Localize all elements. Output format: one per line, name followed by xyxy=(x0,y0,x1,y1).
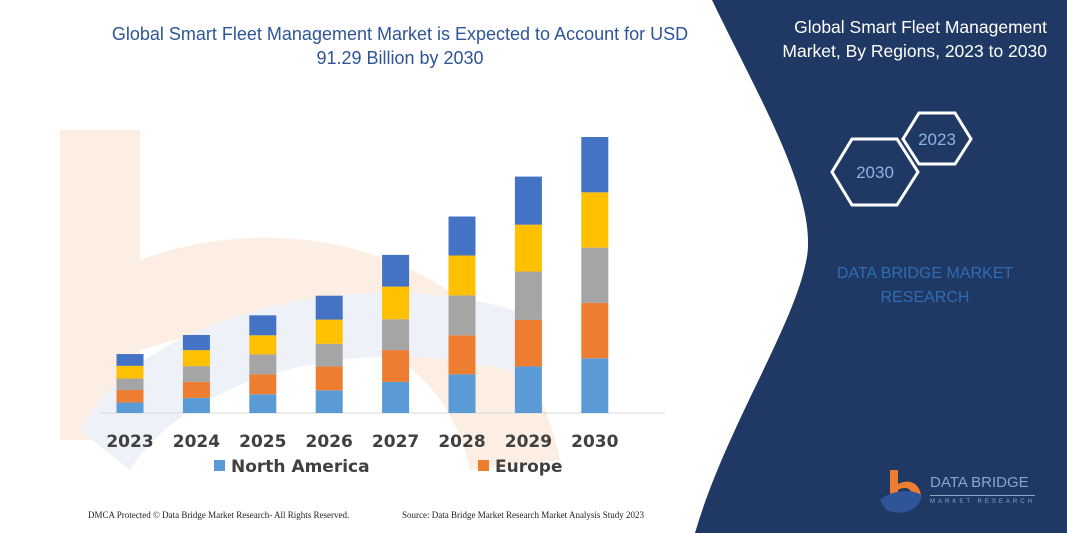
bar-segment-2029-series-3 xyxy=(514,271,542,320)
hexagon-2030-label: 2030 xyxy=(856,163,894,182)
bar-segment-2028-series-3 xyxy=(448,295,476,336)
x-tick-2026: 2026 xyxy=(306,432,353,452)
panel-background xyxy=(695,0,1067,533)
bar-segment-2027-series-3 xyxy=(382,319,410,351)
bar-segment-2024-series-5 xyxy=(182,335,210,351)
legend-swatch-europe xyxy=(478,460,489,471)
legend-label-north-america: North America xyxy=(231,457,370,477)
x-tick-2028: 2028 xyxy=(438,432,485,452)
bar-segment-2029-series-4 xyxy=(514,224,542,272)
bar-segment-2028-series-4 xyxy=(448,255,476,296)
x-tick-2023: 2023 xyxy=(106,432,153,452)
x-tick-2029: 2029 xyxy=(505,432,552,452)
legend-swatch-north-america xyxy=(214,460,225,471)
bar-segment-2030-series-4 xyxy=(581,192,609,248)
bar-segment-2030-series-1 xyxy=(581,358,609,413)
footer-source: Source: Data Bridge Market Research Mark… xyxy=(402,510,644,520)
bar-segment-2026-series-5 xyxy=(315,295,343,320)
footer-copyright: DMCA Protected © Data Bridge Market Rese… xyxy=(88,510,350,520)
x-tick-2025: 2025 xyxy=(239,432,286,452)
bar-segment-2029-series-1 xyxy=(514,366,542,413)
logo-subtext: MARKET RESEARCH xyxy=(930,495,1035,506)
x-tick-2030: 2030 xyxy=(571,432,618,452)
x-tick-2024: 2024 xyxy=(173,432,220,452)
bar-segment-2024-series-1 xyxy=(182,397,210,413)
bar-segment-2030-series-2 xyxy=(581,302,609,359)
bar-segment-2025-series-4 xyxy=(249,335,277,355)
bar-segment-2023-series-1 xyxy=(116,402,144,413)
bar-segment-2026-series-1 xyxy=(315,390,343,413)
x-tick-2027: 2027 xyxy=(372,432,419,452)
bar-segment-2029-series-5 xyxy=(514,176,542,225)
brand-watermark: DATA BRIDGE MARKET RESEARCH xyxy=(836,265,1014,306)
logo-icon xyxy=(880,470,922,513)
bar-segment-2026-series-3 xyxy=(315,343,343,367)
logo-text: DATA BRIDGE xyxy=(930,474,1029,491)
bar-segment-2023-series-5 xyxy=(116,354,144,366)
bar-segment-2023-series-3 xyxy=(116,378,144,391)
bar-segment-2025-series-1 xyxy=(249,394,277,413)
bar-segment-2024-series-4 xyxy=(182,350,210,367)
bar-segment-2028-series-2 xyxy=(448,335,476,375)
bar-segment-2026-series-2 xyxy=(315,366,343,391)
bar-segment-2027-series-4 xyxy=(382,286,410,320)
legend: North America Europe xyxy=(214,457,562,477)
stacked-bar-chart: 2023 2024 2025 2026 2027 2028 2029 2030 North A… xyxy=(100,137,665,477)
panel-title: Global Smart Fleet Management Market, By… xyxy=(782,17,1047,61)
bars-group xyxy=(116,137,609,413)
bar-segment-2027-series-1 xyxy=(382,381,410,413)
bar-segment-2025-series-3 xyxy=(249,354,277,375)
bar-segment-2023-series-2 xyxy=(116,390,144,403)
bar-segment-2025-series-2 xyxy=(249,374,277,395)
bar-segment-2029-series-2 xyxy=(514,319,542,367)
x-ticks-group: 2023 2024 2025 2026 2027 2028 2029 2030 xyxy=(106,432,618,452)
hexagon-2023: 2023 xyxy=(901,111,973,166)
chart-title: Global Smart Fleet Management Market is … xyxy=(111,24,689,68)
bar-segment-2027-series-2 xyxy=(382,350,410,382)
bar-segment-2024-series-2 xyxy=(182,381,210,398)
bar-segment-2026-series-4 xyxy=(315,319,343,344)
hexagon-2030: 2030 xyxy=(830,137,920,207)
bar-segment-2025-series-5 xyxy=(249,315,277,336)
bar-segment-2030-series-5 xyxy=(581,137,609,193)
bar-segment-2028-series-5 xyxy=(448,216,476,256)
bar-segment-2027-series-5 xyxy=(382,254,410,287)
bar-segment-2028-series-1 xyxy=(448,374,476,413)
bar-segment-2030-series-3 xyxy=(581,247,609,303)
legend-label-europe: Europe xyxy=(495,457,562,477)
bar-segment-2024-series-3 xyxy=(182,366,210,382)
bar-segment-2023-series-4 xyxy=(116,365,144,379)
hexagon-2023-label: 2023 xyxy=(918,130,956,149)
